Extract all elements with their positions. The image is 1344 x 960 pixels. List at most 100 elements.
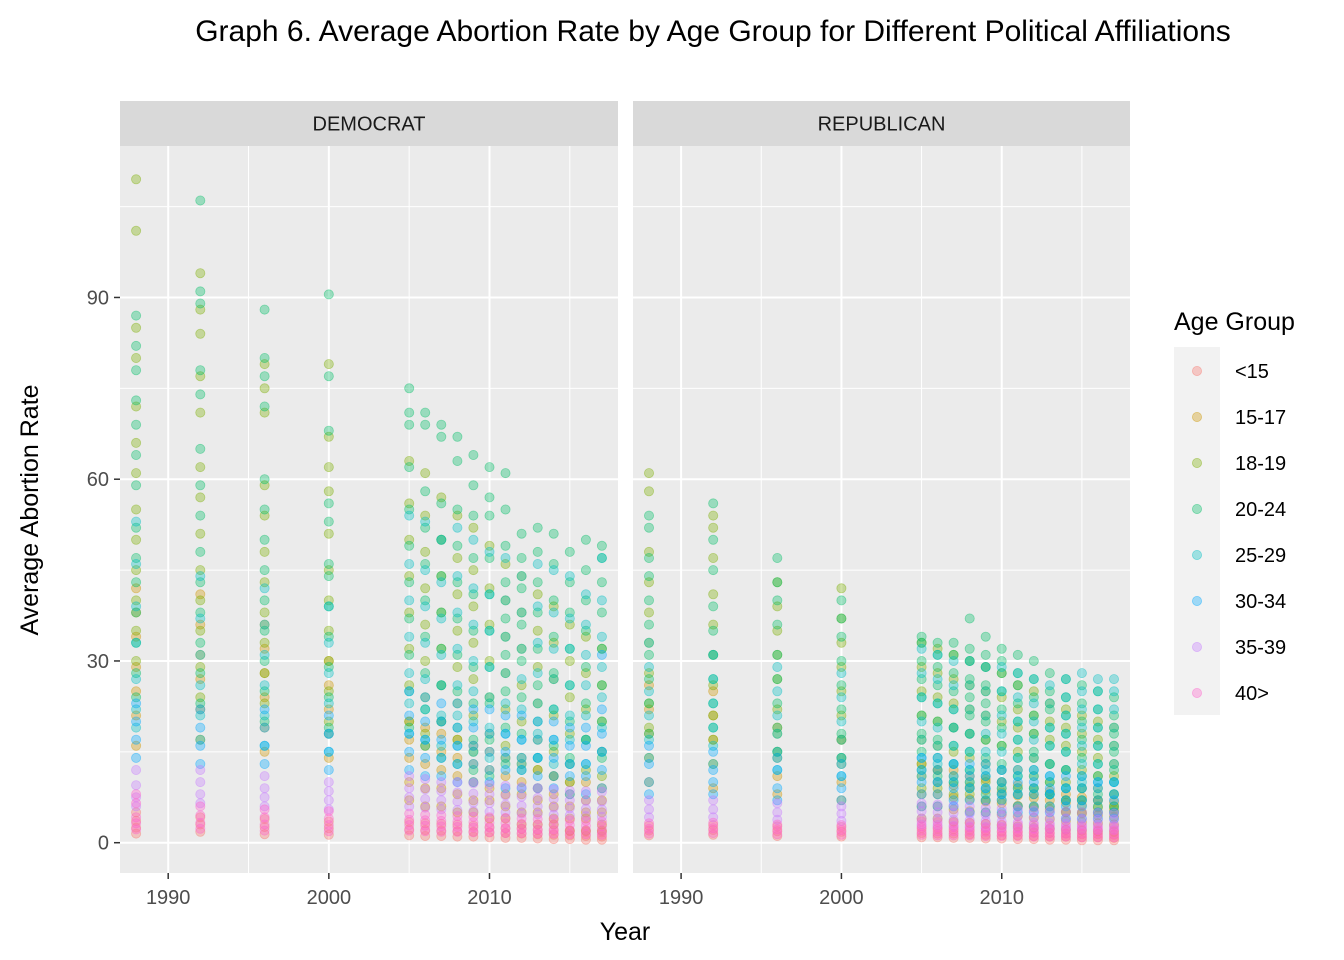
data-point <box>532 807 543 818</box>
data-point <box>1092 795 1103 806</box>
data-point <box>564 829 575 840</box>
data-point <box>195 740 206 751</box>
data-point <box>1028 831 1039 842</box>
data-point <box>468 686 479 697</box>
data-point <box>516 759 527 770</box>
data-point <box>564 759 575 770</box>
data-point <box>772 824 783 835</box>
data-point <box>1076 832 1087 843</box>
data-point <box>1044 722 1055 733</box>
data-point <box>532 625 543 636</box>
data-point <box>580 831 591 842</box>
data-point <box>131 480 142 491</box>
data-point <box>916 813 927 824</box>
facet-strip-label: DEMOCRAT <box>313 114 426 136</box>
data-point <box>500 722 511 733</box>
data-point <box>1044 786 1055 797</box>
data-point <box>964 759 975 770</box>
data-point <box>323 746 334 757</box>
data-point <box>195 704 206 715</box>
data-point <box>564 680 575 691</box>
data-point <box>708 553 719 564</box>
data-point <box>964 656 975 667</box>
data-point <box>580 759 591 770</box>
data-point <box>436 716 447 727</box>
data-point <box>772 798 783 809</box>
data-point <box>596 728 607 739</box>
data-point <box>548 607 559 618</box>
data-point <box>420 759 431 770</box>
data-point <box>1044 831 1055 842</box>
data-point <box>564 546 575 557</box>
data-point <box>1076 740 1087 751</box>
data-point <box>996 740 1007 751</box>
data-point <box>1060 692 1071 703</box>
data-point <box>1060 765 1071 776</box>
data-point <box>195 286 206 297</box>
data-point <box>996 820 1007 831</box>
data-point <box>468 601 479 612</box>
data-point <box>564 619 575 630</box>
data-point <box>532 607 543 618</box>
data-point <box>323 637 334 648</box>
data-point <box>1060 728 1071 739</box>
data-point <box>1028 716 1039 727</box>
data-point <box>1060 828 1071 839</box>
data-point <box>644 828 655 839</box>
data-point <box>980 662 991 673</box>
data-point <box>772 662 783 673</box>
data-point <box>532 765 543 776</box>
data-point <box>436 716 447 727</box>
data-point <box>596 834 607 845</box>
data-point <box>404 824 415 835</box>
data-point <box>996 807 1007 818</box>
data-point <box>1044 759 1055 770</box>
data-point <box>500 752 511 763</box>
data-point <box>980 698 991 709</box>
data-point <box>644 789 655 800</box>
data-point <box>996 765 1007 776</box>
data-point <box>195 595 206 606</box>
data-point <box>484 795 495 806</box>
data-point <box>452 752 463 763</box>
data-point <box>436 765 447 776</box>
data-point <box>420 407 431 418</box>
data-point <box>980 818 991 829</box>
data-point <box>1044 716 1055 727</box>
data-point <box>836 704 847 715</box>
data-point <box>452 734 463 745</box>
data-point <box>1012 734 1023 745</box>
data-point <box>484 625 495 636</box>
data-point <box>131 504 142 515</box>
data-point <box>1109 740 1120 751</box>
data-point <box>996 789 1007 800</box>
data-point <box>548 734 559 745</box>
data-point <box>1092 759 1103 770</box>
data-point <box>836 613 847 624</box>
data-point <box>452 722 463 733</box>
data-point <box>323 686 334 697</box>
data-point <box>195 528 206 539</box>
data-point <box>964 825 975 836</box>
data-point <box>500 783 511 794</box>
data-point <box>1012 780 1023 791</box>
data-point <box>420 631 431 642</box>
data-point <box>580 625 591 636</box>
data-point <box>1044 812 1055 823</box>
data-point <box>932 771 943 782</box>
facet-strip-label: REPUBLICAN <box>818 114 946 136</box>
data-point <box>1028 807 1039 818</box>
data-point <box>916 692 927 703</box>
data-point <box>708 825 719 836</box>
data-point <box>644 728 655 739</box>
data-point <box>564 813 575 824</box>
data-point <box>596 796 607 807</box>
data-point <box>1028 777 1039 788</box>
data-point <box>1092 795 1103 806</box>
data-point <box>596 786 607 797</box>
data-point <box>948 814 959 825</box>
data-point <box>708 625 719 636</box>
data-point <box>516 808 527 819</box>
data-point <box>1044 801 1055 812</box>
data-point <box>468 716 479 727</box>
